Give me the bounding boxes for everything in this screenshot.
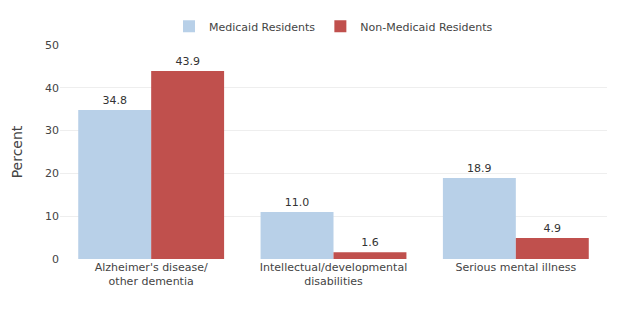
- svg-text:Serious mental illness: Serious mental illness: [455, 261, 576, 274]
- svg-text:Alzheimer's disease/other deme: Alzheimer's disease/other dementia: [95, 261, 208, 288]
- svg-text:30: 30: [45, 124, 59, 137]
- svg-text:18.9: 18.9: [467, 162, 492, 175]
- svg-text:1.6: 1.6: [361, 236, 379, 249]
- svg-text:20: 20: [45, 167, 59, 180]
- svg-text:Medicaid Residents: Medicaid Residents: [209, 21, 315, 34]
- svg-text:34.8: 34.8: [102, 94, 127, 107]
- svg-text:40: 40: [45, 82, 59, 95]
- svg-text:Intellectual/developmentaldisa: Intellectual/developmentaldisabilities: [260, 261, 407, 288]
- svg-text:10: 10: [45, 210, 59, 223]
- svg-text:4.9: 4.9: [544, 222, 562, 235]
- svg-text:50: 50: [45, 39, 59, 52]
- svg-text:Non-Medicaid Residents: Non-Medicaid Residents: [360, 21, 492, 34]
- svg-text:11.0: 11.0: [285, 196, 310, 209]
- svg-text:0: 0: [52, 253, 59, 266]
- svg-text:43.9: 43.9: [175, 55, 200, 68]
- svg-text:Percent: Percent: [9, 125, 25, 178]
